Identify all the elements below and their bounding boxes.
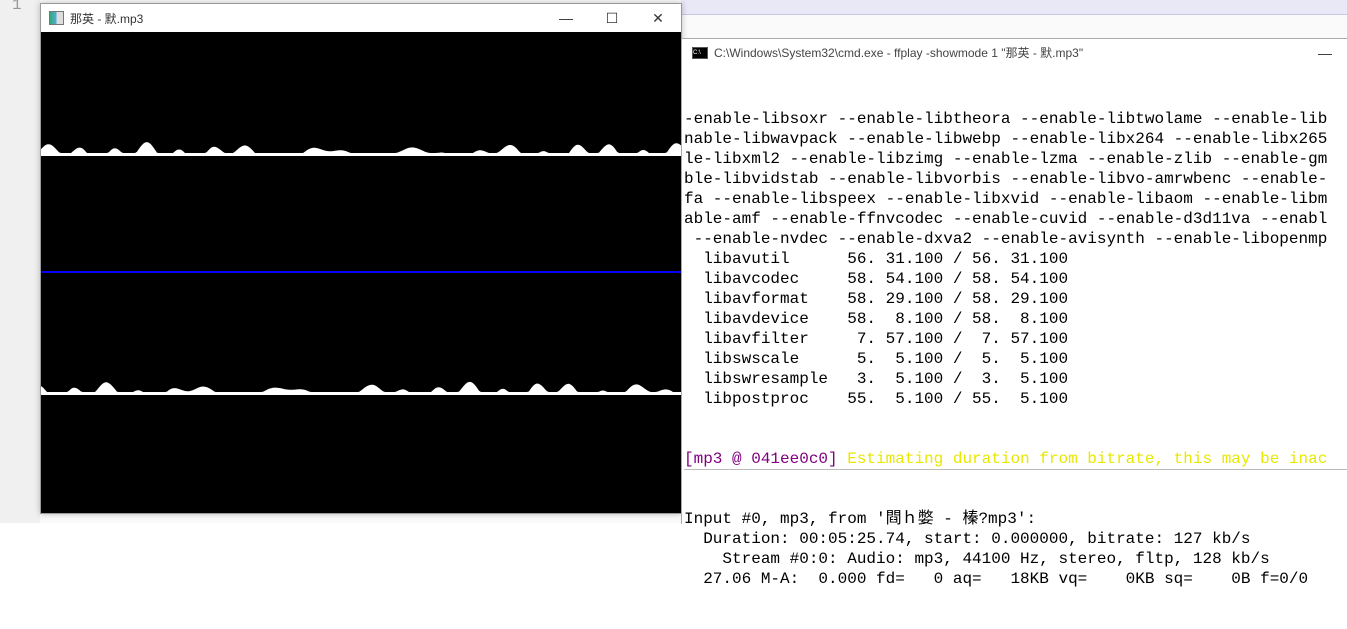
console-line: libswscale 5. 5.100 / 5. 5.100: [684, 350, 1069, 368]
minimize-button[interactable]: —: [1318, 45, 1332, 61]
left-channel-wave: [41, 142, 681, 156]
waveform-svg: [41, 142, 681, 395]
ffplay-window[interactable]: 那英 - 默.mp3 — ☐ ✕: [40, 3, 682, 514]
minimize-button[interactable]: —: [559, 10, 573, 26]
app-icon: [49, 11, 64, 25]
console-line: -enable-libsoxr --enable-libtheora --ena…: [684, 110, 1328, 128]
console-line: nable-libwavpack --enable-libwebp --enab…: [684, 130, 1328, 148]
line-number: 1: [12, 0, 22, 14]
console-warning-line: [mp3 @ 041ee0c0] Estimating duration fro…: [684, 449, 1347, 469]
close-button[interactable]: ✕: [652, 9, 664, 26]
console-line: libavfilter 7. 57.100 / 7. 57.100: [684, 330, 1069, 348]
console-line: Stream #0:0: Audio: mp3, 44100 Hz, stere…: [684, 550, 1270, 568]
warning-prefix: [mp3 @ 041ee0c0]: [684, 450, 838, 468]
console-line: libavdevice 58. 8.100 / 58. 8.100: [684, 310, 1069, 328]
console-line: libpostproc 55. 5.100 / 55. 5.100: [684, 390, 1069, 408]
console-output[interactable]: -enable-libsoxr --enable-libtheora --ena…: [684, 69, 1347, 588]
console-line: 27.06 M-A: 0.000 fd= 0 aq= 18KB vq= 0KB …: [684, 570, 1309, 588]
cmd-titlebar[interactable]: C:\ C:\Windows\System32\cmd.exe - ffplay…: [682, 39, 1347, 66]
console-line: Duration: 00:05:25.74, start: 0.000000, …: [684, 530, 1251, 548]
console-line: le-libxml2 --enable-libzimg --enable-lzm…: [684, 150, 1328, 168]
maximize-button[interactable]: ☐: [605, 9, 619, 26]
console-line: libavutil 56. 31.100 / 56. 31.100: [684, 250, 1069, 268]
cmd-window[interactable]: C:\ C:\Windows\System32\cmd.exe - ffplay…: [681, 38, 1347, 588]
console-line: ble-libvidstab --enable-libvorbis --enab…: [684, 170, 1328, 188]
cmd-title: C:\Windows\System32\cmd.exe - ffplay -sh…: [714, 46, 1084, 60]
warning-text: Estimating duration from bitrate, this m…: [837, 450, 1328, 468]
waveform-canvas[interactable]: [41, 32, 681, 513]
console-line: libswresample 3. 5.100 / 3. 5.100: [684, 370, 1069, 388]
window-title: 那英 - 默.mp3: [70, 11, 144, 26]
console-line: --enable-nvdec --enable-dxva2 --enable-a…: [684, 230, 1328, 248]
cmd-icon: C:\: [692, 46, 708, 59]
ffplay-titlebar[interactable]: 那英 - 默.mp3 — ☐ ✕: [41, 4, 681, 32]
line-gutter: 1: [0, 0, 40, 523]
console-line: libavcodec 58. 54.100 / 58. 54.100: [684, 270, 1069, 288]
console-line: libavformat 58. 29.100 / 58. 29.100: [684, 290, 1069, 308]
console-line: fa --enable-libspeex --enable-libxvid --…: [684, 190, 1328, 208]
editor-current-line: [681, 0, 1347, 15]
console-line: able-amf --enable-ffnvcodec --enable-cuv…: [684, 210, 1328, 228]
right-channel-wave: [41, 381, 681, 395]
console-line: Input #0, mp3, from '閰ｈ嫳 - 榛?mp3':: [684, 510, 1037, 528]
